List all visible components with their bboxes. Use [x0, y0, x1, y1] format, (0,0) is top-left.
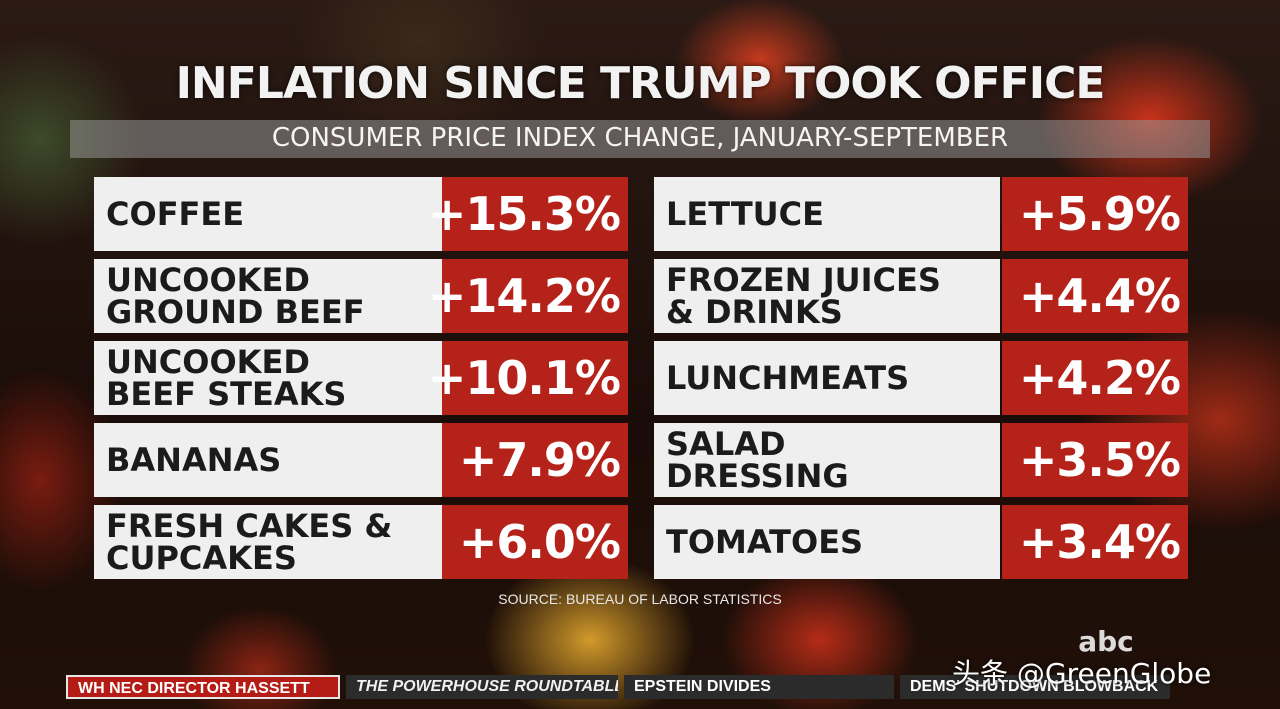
item-value: +6.0% [442, 505, 628, 579]
ticker-item: THE POWERHOUSE ROUNDTABLE [346, 675, 618, 699]
item-label: FROZEN JUICES & DRINKS [654, 259, 1000, 333]
item-value: +3.4% [1002, 505, 1188, 579]
item-value: +15.3% [428, 177, 628, 251]
watermark: 头条 @GreenGlobe [952, 657, 1212, 690]
item-label: LUNCHMEATS [654, 341, 1000, 415]
item-value: +10.1% [428, 341, 628, 415]
item-label: BANANAS [94, 423, 442, 497]
graphic-title: INFLATION SINCE TRUMP TOOK OFFICE [175, 58, 1106, 109]
item-label: UNCOOKED GROUND BEEF [94, 259, 442, 333]
item-label: COFFEE [94, 177, 442, 251]
ticker-item: DEMS' SHUTDOWN BLOWBACK [900, 675, 1170, 699]
item-value: +4.4% [1002, 259, 1188, 333]
item-label: UNCOOKED BEEF STEAKS [94, 341, 442, 415]
item-value: +14.2% [428, 259, 628, 333]
item-value: +7.9% [442, 423, 628, 497]
item-label: TOMATOES [654, 505, 1000, 579]
ticker-item: EPSTEIN DIVIDES [624, 675, 894, 699]
graphic-subtitle: CONSUMER PRICE INDEX CHANGE, JANUARY-SEP… [271, 123, 1009, 153]
source-credit: SOURCE: BUREAU OF LABOR STATISTICS [498, 591, 782, 607]
ticker-item-current: WH NEC DIRECTOR HASSETT [66, 675, 340, 699]
item-value: +3.5% [1002, 423, 1188, 497]
subtitle-bar [70, 120, 1210, 158]
network-logo: abc [1078, 625, 1134, 658]
item-value: +5.9% [1002, 177, 1188, 251]
item-label: SALAD DRESSING [654, 423, 1000, 497]
item-value: +4.2% [1002, 341, 1188, 415]
item-label: FRESH CAKES & CUPCAKES [94, 505, 442, 579]
news-ticker: WH NEC DIRECTOR HASSETT THE POWERHOUSE R… [66, 675, 1176, 699]
item-label: LETTUCE [654, 177, 1000, 251]
